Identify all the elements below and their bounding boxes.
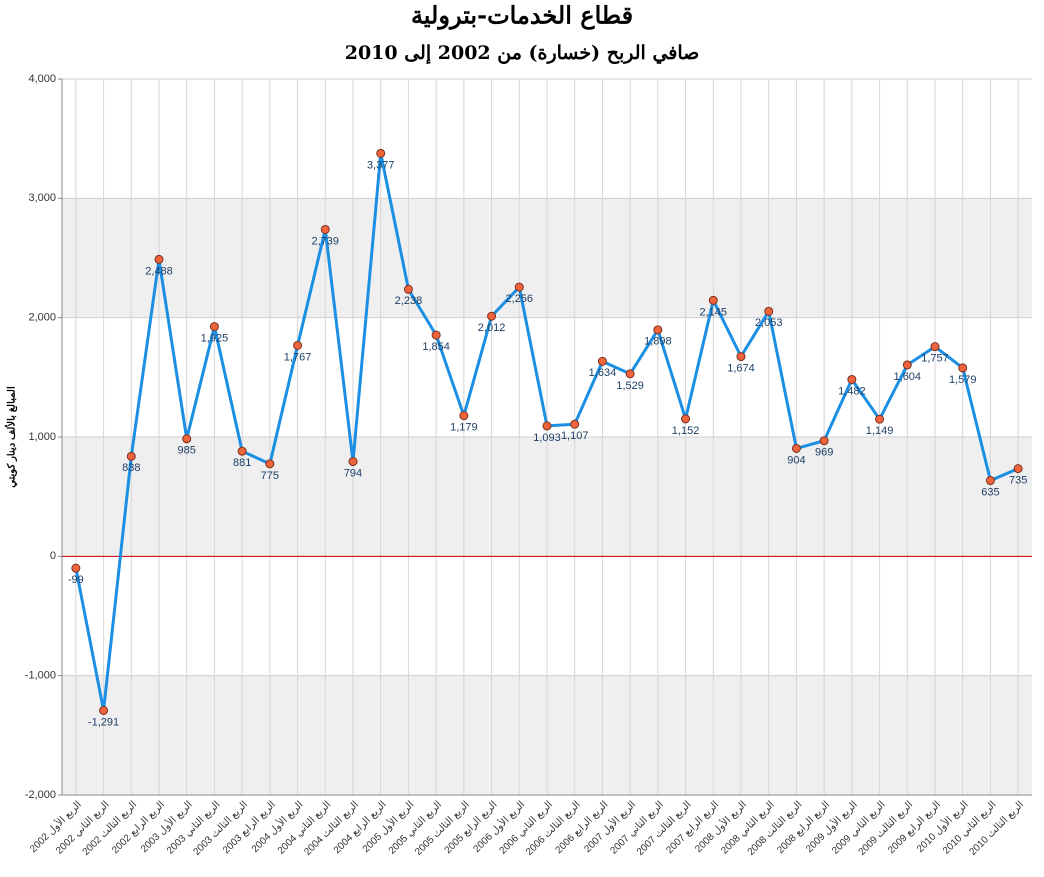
data-point (597, 356, 607, 366)
data-label: 1,674 (727, 362, 755, 374)
data-label: 2,488 (145, 265, 173, 277)
data-label: 2,053 (755, 317, 783, 329)
data-point (681, 414, 691, 424)
data-point (736, 352, 746, 362)
data-point (265, 459, 275, 469)
data-point (182, 434, 192, 444)
data-label: 1,529 (616, 380, 644, 392)
data-point (320, 224, 330, 234)
data-label: 635 (981, 486, 999, 498)
data-label: 1,093 (533, 432, 561, 444)
data-point (209, 322, 219, 332)
data-point (708, 295, 718, 305)
y-tick-label: 3,000 (28, 192, 56, 204)
data-point (930, 342, 940, 352)
data-point (514, 282, 524, 292)
data-label: 881 (233, 457, 251, 469)
data-label: 2,012 (478, 322, 506, 334)
y-tick-label: 1,000 (28, 431, 56, 443)
data-point (653, 325, 663, 335)
data-label: 985 (178, 445, 196, 457)
data-label: 1,634 (589, 367, 617, 379)
data-label: 2,238 (395, 295, 423, 307)
y-tick-label: -1,000 (25, 670, 56, 682)
data-label: 1,107 (561, 430, 589, 442)
data-point (625, 369, 635, 379)
data-point (542, 421, 552, 431)
data-label: 1,767 (284, 351, 312, 363)
y-axis-label: المبالغ بالألف دينار كويتي (6, 386, 18, 488)
data-label: 1,179 (450, 422, 478, 434)
data-point (819, 436, 829, 446)
data-label: 775 (261, 470, 279, 482)
data-label: 1,854 (422, 341, 450, 353)
data-point (459, 411, 469, 421)
data-point (348, 457, 358, 467)
y-tick-label: 0 (50, 550, 56, 562)
data-label: 904 (787, 454, 805, 466)
data-point (985, 476, 995, 486)
data-point (958, 363, 968, 373)
data-label: 1,149 (866, 425, 894, 437)
y-tick-label: 2,000 (28, 312, 56, 324)
data-point (847, 374, 857, 384)
data-point (293, 340, 303, 350)
data-label: -1,291 (88, 716, 119, 728)
chart-title: قطاع الخدمات-بترولية (411, 1, 633, 31)
data-label: 2,256 (506, 293, 534, 305)
data-point (764, 306, 774, 316)
data-label: 1,152 (672, 425, 700, 437)
data-label: 2,739 (312, 235, 340, 247)
data-point (902, 360, 912, 370)
data-point (237, 446, 247, 456)
data-point (403, 284, 413, 294)
data-label: 838 (122, 462, 140, 474)
data-label: 2,145 (700, 306, 728, 318)
data-point (570, 419, 580, 429)
data-point (154, 254, 164, 264)
data-label: 1,925 (201, 333, 229, 345)
data-point (99, 705, 109, 715)
data-point (376, 148, 386, 158)
data-label: 794 (344, 467, 362, 479)
data-point (126, 451, 136, 461)
data-point (431, 330, 441, 340)
data-point (1013, 464, 1023, 474)
data-label: 3,377 (367, 159, 395, 171)
data-label: 1,898 (644, 336, 672, 348)
data-label: 969 (815, 447, 833, 459)
y-tick-label: 4,000 (28, 73, 56, 85)
data-point (487, 311, 497, 321)
y-tick-label: -2,000 (25, 789, 56, 801)
data-point (875, 414, 885, 424)
data-label: 1,604 (894, 371, 922, 383)
data-label: 1,579 (949, 374, 977, 386)
chart-subtitle: صافي الربح (خسارة) من 2002 إلى 2010 (345, 42, 700, 65)
data-label: 1,482 (838, 385, 866, 397)
data-label: 1,757 (921, 353, 949, 365)
data-label: 735 (1009, 475, 1027, 487)
data-point (791, 443, 801, 453)
data-label: -99 (68, 574, 84, 586)
data-point (71, 563, 81, 573)
